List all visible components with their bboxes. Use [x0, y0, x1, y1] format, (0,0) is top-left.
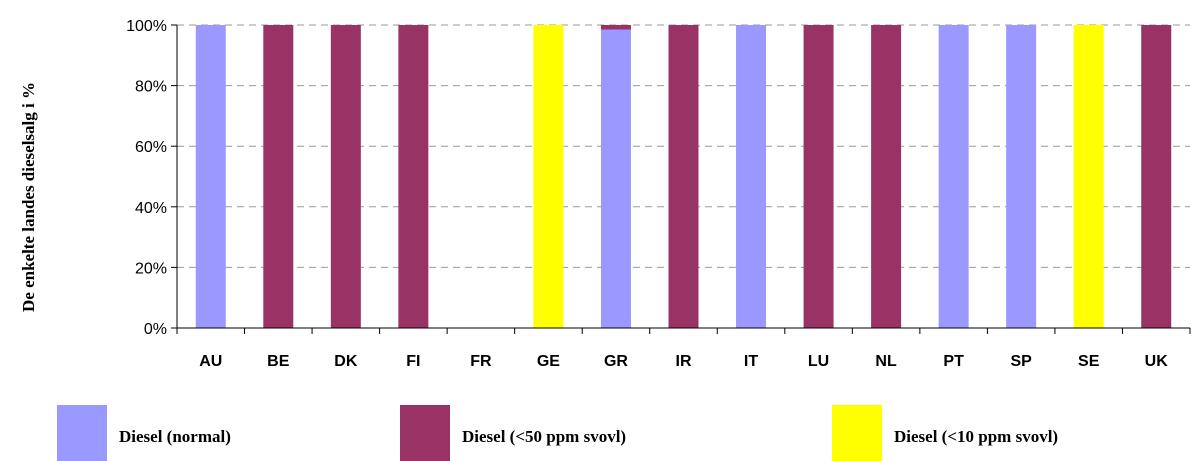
- x-tick-label: SE: [1078, 353, 1100, 370]
- legend-label: Diesel (<10 ppm svovl): [894, 427, 1059, 446]
- chart-plot: 0% 20% 40% 60% 80% 100% AU BE DK FI FR GE GR IR IT LU NL…: [19, 18, 1191, 370]
- y-axis-label: De enkelte landes dieselsalg i %: [19, 82, 38, 312]
- y-tick-label: 0%: [144, 321, 167, 338]
- bar-se-diesel-10-ppm-svovl-: [1073, 25, 1104, 328]
- x-tick-label: BE: [267, 353, 290, 370]
- bar-fi-diesel-50-ppm-svovl-: [398, 25, 429, 328]
- y-tick-label: 20%: [135, 260, 167, 277]
- bar-nl-diesel-50-ppm-svovl-: [871, 25, 902, 328]
- legend-label: Diesel (<50 ppm svovl): [462, 427, 627, 446]
- x-tick-label: FI: [406, 353, 420, 370]
- x-tick-label: PT: [943, 353, 964, 370]
- legend-swatch: [832, 405, 882, 461]
- bar-it-diesel-normal-: [736, 25, 767, 328]
- y-tick-label: 60%: [135, 139, 167, 156]
- tick-labels: 0% 20% 40% 60% 80% 100% AU BE DK FI FR GE GR IR IT LU NL…: [126, 18, 1168, 370]
- x-tick-label: GR: [604, 353, 628, 370]
- bar-be-diesel-50-ppm-svovl-: [263, 25, 294, 328]
- x-tick-label: IR: [676, 353, 692, 370]
- bar-lu-diesel-50-ppm-svovl-: [803, 25, 834, 328]
- x-tick-label: NL: [875, 353, 897, 370]
- x-tick-label: LU: [808, 353, 829, 370]
- y-tick-label: 100%: [126, 18, 167, 35]
- bar-pt-diesel-normal-: [938, 25, 969, 328]
- x-tick-label: AU: [199, 353, 222, 370]
- x-tick-label: DK: [334, 353, 358, 370]
- legend-label: Diesel (normal): [119, 427, 231, 446]
- x-tick-label: UK: [1145, 353, 1169, 370]
- bar-au-diesel-normal-: [195, 25, 226, 328]
- legend: Diesel (normal) Diesel (<50 ppm svovl) Die…: [0, 405, 1203, 461]
- x-tick-label: FR: [470, 353, 492, 370]
- bar-ge-diesel-10-ppm-svovl-: [533, 25, 564, 328]
- legend-swatch: [400, 405, 450, 461]
- x-tick-label: SP: [1010, 353, 1032, 370]
- bar-ir-diesel-50-ppm-svovl-: [668, 25, 699, 328]
- bars: [195, 25, 1172, 328]
- legend-swatch: [57, 405, 107, 461]
- y-tick-label: 80%: [135, 79, 167, 96]
- bar-uk-diesel-50-ppm-svovl-: [1141, 25, 1172, 328]
- bar-gr-diesel-normal-: [600, 29, 631, 328]
- bar-sp-diesel-normal-: [1006, 25, 1037, 328]
- x-tick-label: GE: [537, 353, 560, 370]
- y-tick-label: 40%: [135, 200, 167, 217]
- bar-dk-diesel-50-ppm-svovl-: [330, 25, 361, 328]
- x-tick-label: IT: [744, 353, 758, 370]
- bar-gr-diesel-50-ppm-svovl-: [600, 25, 631, 30]
- axes: [171, 24, 1191, 334]
